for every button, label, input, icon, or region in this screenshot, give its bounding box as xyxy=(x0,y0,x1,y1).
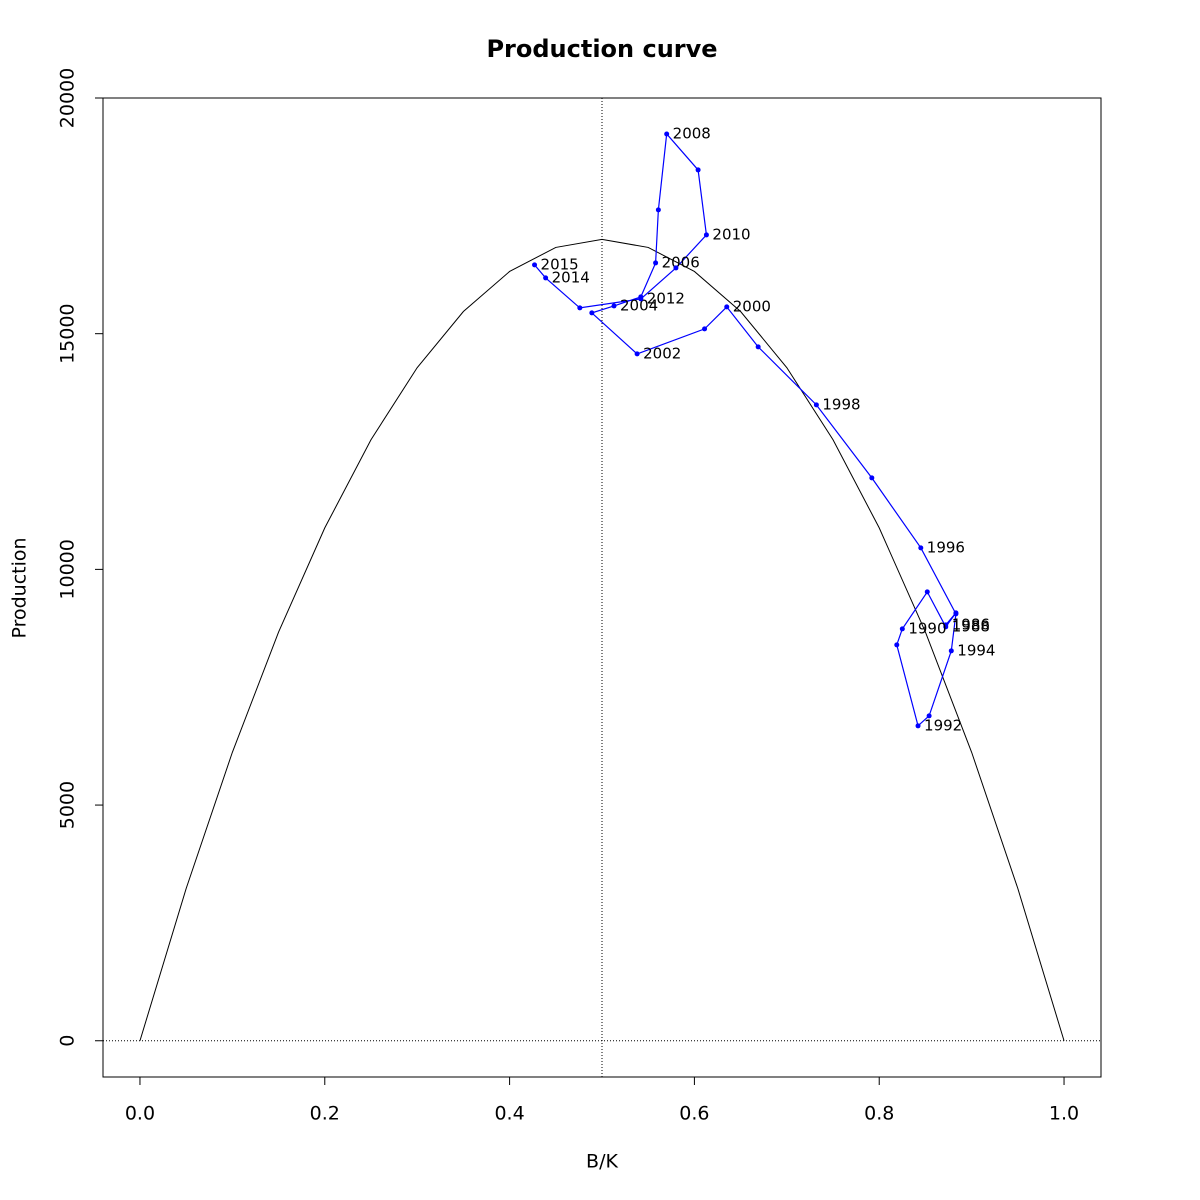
trajectory-point xyxy=(915,723,921,729)
x-tick-label: 0.4 xyxy=(494,1103,524,1125)
y-tick-label: 0 xyxy=(57,1035,79,1047)
trajectory-point xyxy=(813,402,819,408)
point-label: 1990 xyxy=(908,619,946,637)
trajectory-point xyxy=(943,624,949,630)
trajectory-point xyxy=(577,305,583,311)
y-tick-label: 5000 xyxy=(57,781,79,829)
x-tick-label: 0.0 xyxy=(125,1103,155,1125)
x-tick-label: 1.0 xyxy=(1049,1103,1079,1125)
point-label: 1998 xyxy=(822,395,860,413)
trajectory-point xyxy=(664,131,670,137)
trajectory-point xyxy=(869,475,875,481)
trajectory-point xyxy=(532,262,538,268)
trajectory-point xyxy=(755,344,761,350)
x-axis-label: B/K xyxy=(586,1151,618,1173)
y-tick-label: 15000 xyxy=(57,303,79,363)
trajectory-line xyxy=(534,132,957,727)
x-tick-label: 0.8 xyxy=(864,1103,894,1125)
trajectory-point xyxy=(655,207,661,213)
x-tick-label: 0.2 xyxy=(310,1103,340,1125)
trajectory-point xyxy=(695,167,701,173)
point-label: 2015 xyxy=(541,255,579,273)
point-label: 1996 xyxy=(927,538,965,556)
point-label: 1994 xyxy=(957,641,995,659)
trajectory-point xyxy=(634,351,640,357)
production-curve xyxy=(139,238,1065,1041)
point-label: 2008 xyxy=(673,124,711,142)
trajectory-point xyxy=(703,232,709,238)
trajectory-point xyxy=(948,648,954,654)
y-tick-label: 10000 xyxy=(57,539,79,599)
trajectory-point xyxy=(638,296,644,302)
y-axis-label: Production xyxy=(9,537,31,638)
trajectory-point xyxy=(899,626,905,632)
point-label: 2002 xyxy=(643,344,681,362)
trajectory-point xyxy=(953,611,959,617)
point-label: 1988 xyxy=(952,617,990,635)
trajectory-point xyxy=(926,713,932,719)
trajectory-point xyxy=(673,265,679,271)
chart-title: Production curve xyxy=(486,35,717,63)
point-label: 1992 xyxy=(924,716,962,734)
point-label: 1986 xyxy=(952,615,990,633)
point-label: 2000 xyxy=(733,297,771,315)
y-tick-label: 20000 xyxy=(57,68,79,128)
trajectory-point xyxy=(702,326,708,332)
trajectory-point xyxy=(724,304,730,310)
trajectory-point xyxy=(918,545,924,551)
point-label: 2014 xyxy=(552,268,590,286)
x-tick-label: 0.6 xyxy=(679,1103,709,1125)
point-label: 2012 xyxy=(647,289,685,307)
trajectory-point xyxy=(611,303,617,309)
point-label: 2004 xyxy=(620,296,658,314)
trajectory-point xyxy=(543,275,549,281)
point-label: 2006 xyxy=(662,253,700,271)
trajectory-point xyxy=(589,310,595,316)
point-label: 2010 xyxy=(712,225,750,243)
trajectory-point xyxy=(924,589,930,595)
trajectory-point xyxy=(653,260,659,266)
trajectory-point xyxy=(894,642,900,648)
